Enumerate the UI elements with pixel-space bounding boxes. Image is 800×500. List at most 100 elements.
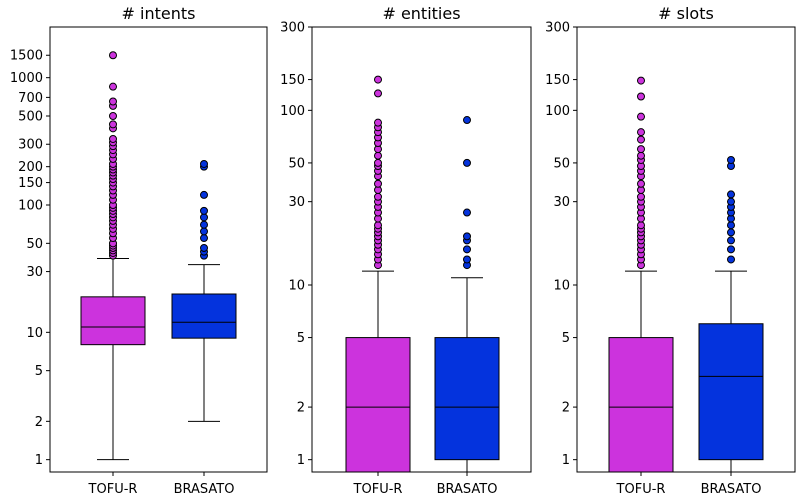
y-tick-label: 50 bbox=[553, 156, 570, 171]
outlier-point-brasato bbox=[200, 227, 208, 236]
y-tick-label: 5 bbox=[35, 364, 43, 379]
box-brasato bbox=[434, 337, 500, 461]
y-tick-label: 500 bbox=[18, 110, 43, 125]
outlier-point-tofu-r bbox=[637, 192, 645, 201]
outlier-point-brasato bbox=[200, 243, 208, 252]
y-tick-label: 150 bbox=[18, 176, 43, 191]
outlier-point-tofu-r bbox=[637, 179, 645, 188]
outlier-point-tofu-r bbox=[374, 118, 382, 127]
plot-area bbox=[608, 76, 764, 472]
y-tick-label: 30 bbox=[26, 265, 43, 280]
outlier-point-tofu-r bbox=[637, 151, 645, 160]
outlier-point-tofu-r bbox=[637, 112, 645, 121]
outlier-point-tofu-r bbox=[109, 51, 117, 60]
outlier-point-brasato bbox=[727, 236, 735, 245]
y-tick-label: 2 bbox=[562, 401, 570, 416]
axes-frame bbox=[49, 26, 268, 473]
outlier-point-tofu-r bbox=[374, 151, 382, 160]
outlier-point-brasato bbox=[463, 245, 471, 254]
outlier-point-brasato bbox=[727, 197, 735, 206]
x-tick-label: TOFU-R bbox=[88, 482, 138, 497]
outlier-point-tofu-r bbox=[637, 145, 645, 154]
outlier-point-tofu-r bbox=[637, 221, 645, 230]
outlier-point-tofu-r bbox=[109, 120, 117, 129]
chart-title: # entities bbox=[382, 4, 460, 23]
outlier-point-brasato bbox=[463, 158, 471, 167]
outlier-point-tofu-r bbox=[637, 92, 645, 101]
outlier-point-brasato bbox=[200, 190, 208, 199]
y-tick-label: 5 bbox=[562, 331, 570, 346]
outlier-point-tofu-r bbox=[637, 135, 645, 144]
y-tick-label: 100 bbox=[545, 104, 570, 119]
y-tick-label: 1500 bbox=[10, 49, 43, 64]
outlier-point-tofu-r bbox=[374, 75, 382, 84]
plot-area bbox=[345, 75, 500, 472]
y-tick-label: 300 bbox=[545, 21, 570, 36]
outlier-point-brasato bbox=[727, 245, 735, 254]
y-tick-label: 1000 bbox=[10, 71, 43, 86]
x-tick-label: TOFU-R bbox=[616, 482, 666, 497]
outlier-point-tofu-r bbox=[374, 192, 382, 201]
y-tick-label: 300 bbox=[280, 21, 305, 36]
subplot-2: # entities 1 2 5 10 30 50 100 150 300 TOFU-R BRASAT… bbox=[280, 4, 532, 497]
outlier-point-brasato bbox=[200, 220, 208, 229]
outlier-point-brasato bbox=[727, 228, 735, 237]
y-tick-label: 50 bbox=[26, 237, 43, 252]
y-tick-label: 1 bbox=[562, 453, 570, 468]
outlier-point-tofu-r bbox=[374, 89, 382, 98]
outlier-point-brasato bbox=[200, 159, 208, 168]
outlier-point-brasato bbox=[463, 232, 471, 241]
x-tick-label: BRASATO bbox=[701, 482, 762, 497]
outlier-point-brasato bbox=[727, 221, 735, 230]
outlier-point-brasato bbox=[200, 206, 208, 215]
box-tofu-r bbox=[80, 296, 146, 346]
subplot-3: # slots 1 2 5 10 30 50 100 150 300 TOFU-R BRASATO bbox=[545, 4, 796, 497]
outlier-point-tofu-r bbox=[374, 221, 382, 230]
y-tick-label: 200 bbox=[18, 160, 43, 175]
y-tick-label: 10 bbox=[26, 326, 43, 341]
y-tick-label: 5 bbox=[297, 331, 305, 346]
y-tick-label: 50 bbox=[288, 156, 305, 171]
box-brasato bbox=[698, 323, 764, 461]
outlier-point-brasato bbox=[463, 208, 471, 217]
plot-area bbox=[80, 51, 237, 461]
x-tick-label: TOFU-R bbox=[353, 482, 403, 497]
y-tick-label: 100 bbox=[280, 104, 305, 119]
outlier-point-tofu-r bbox=[374, 158, 382, 167]
outlier-point-tofu-r bbox=[109, 97, 117, 106]
outlier-point-tofu-r bbox=[374, 179, 382, 188]
x-tick-label: BRASATO bbox=[437, 482, 498, 497]
y-tick-label: 1 bbox=[35, 453, 43, 468]
chart-title: # intents bbox=[122, 4, 196, 23]
outlier-point-brasato bbox=[727, 255, 735, 264]
outlier-point-brasato bbox=[463, 116, 471, 125]
outlier-point-brasato bbox=[200, 234, 208, 243]
y-tick-label: 1 bbox=[297, 453, 305, 468]
y-tick-label: 2 bbox=[297, 401, 305, 416]
outlier-point-tofu-r bbox=[109, 82, 117, 91]
outlier-point-brasato bbox=[463, 255, 471, 264]
y-tick-label: 10 bbox=[553, 279, 570, 294]
x-tick-label: BRASATO bbox=[174, 482, 235, 497]
y-tick-label: 30 bbox=[288, 195, 305, 210]
outlier-point-brasato bbox=[727, 155, 735, 164]
y-tick-label: 150 bbox=[280, 73, 305, 88]
box-brasato bbox=[171, 293, 237, 339]
outlier-point-tofu-r bbox=[637, 128, 645, 137]
box-tofu-r bbox=[608, 337, 674, 472]
outlier-point-brasato bbox=[200, 213, 208, 222]
outlier-point-tofu-r bbox=[637, 76, 645, 85]
chart-title: # slots bbox=[658, 4, 714, 23]
outlier-point-tofu-r bbox=[109, 134, 117, 143]
y-tick-label: 300 bbox=[18, 138, 43, 153]
y-tick-label: 30 bbox=[553, 195, 570, 210]
y-tick-label: 150 bbox=[545, 73, 570, 88]
y-tick-label: 700 bbox=[18, 91, 43, 106]
outlier-point-brasato bbox=[727, 190, 735, 199]
outlier-point-tofu-r bbox=[109, 112, 117, 120]
y-tick-label: 10 bbox=[288, 279, 305, 294]
y-tick-label: 2 bbox=[35, 415, 43, 430]
y-tick-label: 100 bbox=[18, 199, 43, 214]
